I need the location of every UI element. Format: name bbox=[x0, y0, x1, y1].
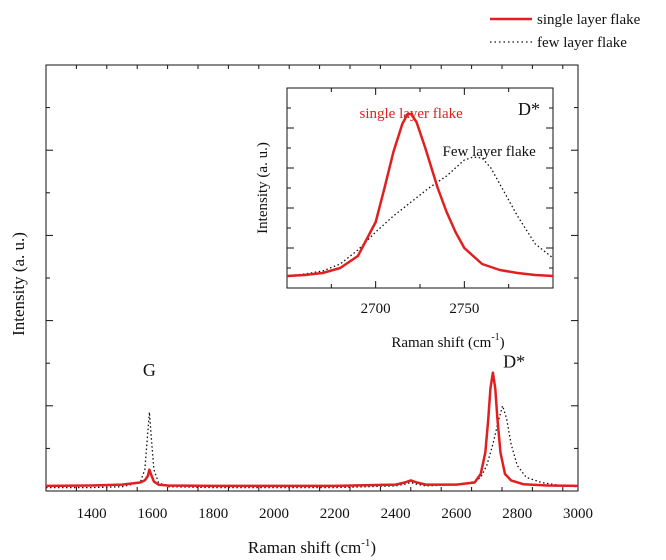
x-tick-label: 2000 bbox=[259, 506, 289, 522]
inset-x-ticks: 2700 2750 bbox=[286, 88, 554, 317]
legend: single layer flake few layer flake bbox=[490, 12, 641, 51]
inset-plot-background bbox=[287, 88, 553, 288]
main-x-axis-label-sup: -1 bbox=[361, 537, 370, 549]
x-tick-label: 2750 bbox=[449, 301, 479, 317]
series-line-few-layer-flake bbox=[286, 156, 554, 277]
main-x-axis-label: Raman shift (cm-1) bbox=[248, 537, 376, 557]
x-tick-label: 1600 bbox=[137, 506, 167, 522]
inset-x-axis-label-base: Raman shift (cm bbox=[391, 335, 491, 351]
main-series bbox=[45, 371, 579, 489]
x-tick-label: 3000 bbox=[563, 506, 593, 522]
series-line-few-layer-flake bbox=[46, 405, 579, 489]
inset-annotation-few-layer: Few layer flake bbox=[443, 144, 537, 160]
x-tick-label: 1400 bbox=[77, 506, 107, 522]
inset-plot: 2700 2750 D* single layer flake Few layer… bbox=[255, 87, 554, 351]
inset-x-axis-label-sup: -1 bbox=[491, 332, 499, 343]
annotation-d-star: D* bbox=[503, 351, 525, 371]
main-plot: 1400 1600 1800 2000 2200 2400 2600 2800 3000 G D… bbox=[9, 64, 593, 557]
inset-y-ticks bbox=[287, 87, 553, 289]
x-tick-label: 2200 bbox=[320, 506, 350, 522]
x-tick-label: 2600 bbox=[441, 506, 471, 522]
main-x-axis-label-end: ) bbox=[370, 538, 376, 557]
main-y-axis-label: Intensity (a. u.) bbox=[9, 232, 28, 336]
inset-annotation-single-layer: single layer flake bbox=[359, 106, 463, 122]
inset-annotation-d-star: D* bbox=[518, 99, 540, 119]
inset-y-axis-label: Intensity (a. u.) bbox=[255, 142, 271, 234]
series-line-single-layer-flake bbox=[286, 112, 554, 278]
main-y-ticks bbox=[46, 64, 578, 492]
series-line-single-layer-flake bbox=[45, 371, 579, 488]
legend-label-few-layer: few layer flake bbox=[537, 35, 627, 51]
inset-x-axis-label: Raman shift (cm-1) bbox=[391, 332, 504, 351]
x-tick-label: 1800 bbox=[198, 506, 228, 522]
legend-label-single-layer: single layer flake bbox=[537, 12, 641, 28]
x-tick-label: 2400 bbox=[381, 506, 411, 522]
x-tick-label: 2700 bbox=[361, 301, 391, 317]
annotation-g: G bbox=[143, 360, 156, 380]
main-x-axis-label-base: Raman shift (cm bbox=[248, 538, 361, 557]
main-x-ticks: 1400 1600 1800 2000 2200 2400 2600 2800 3000 bbox=[45, 65, 593, 522]
x-tick-label: 2800 bbox=[502, 506, 532, 522]
inset-x-axis-label-end: ) bbox=[500, 335, 505, 351]
inset-series bbox=[286, 112, 554, 278]
